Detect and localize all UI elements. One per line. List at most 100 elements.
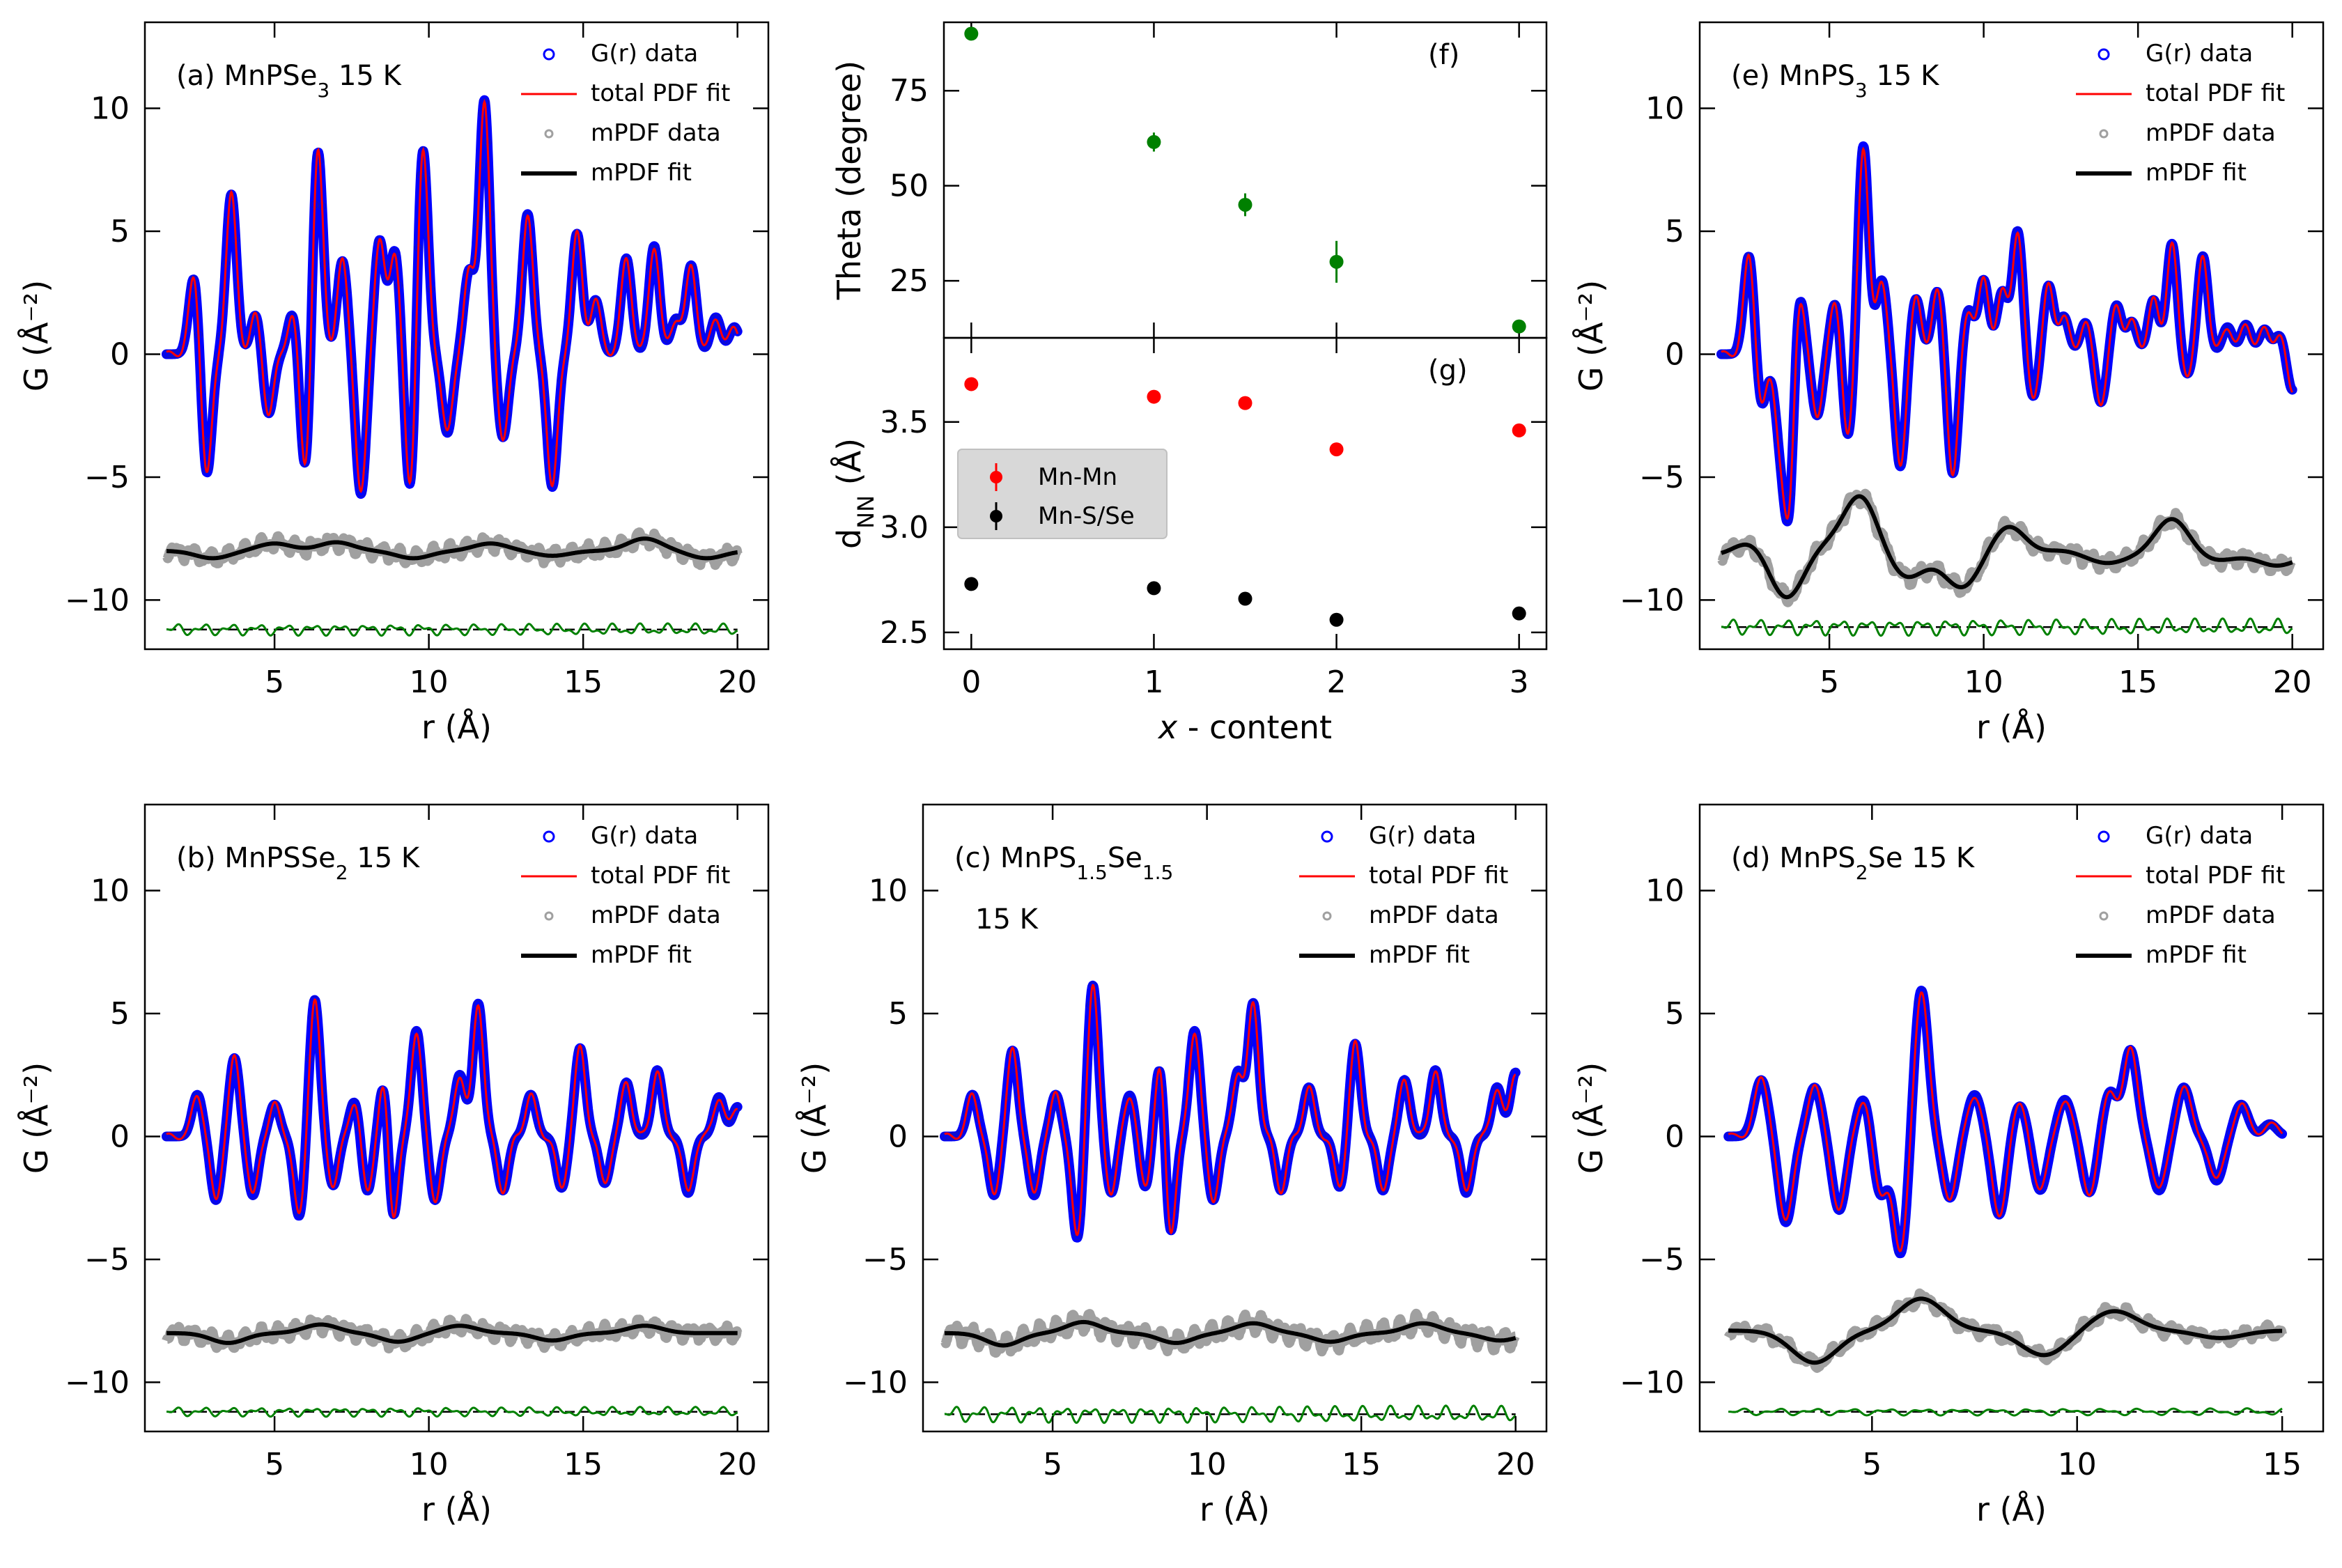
y-tick-label: −10 [65, 582, 130, 618]
legend-entry: Mn-S/Se [1038, 502, 1135, 530]
x-tick-label: 1 [1144, 665, 1163, 700]
series-total-fit-c [944, 984, 1516, 1236]
mn-mn-point [1329, 442, 1344, 457]
series-mpdf-fit-a [166, 536, 738, 561]
y-tick-label: 10 [91, 91, 130, 127]
theta-point [1329, 254, 1344, 269]
panel-label: (b) MnPSSe2 15 K [176, 842, 421, 884]
axes-frame-b [144, 803, 770, 1433]
legend-entry: Mn-Mn [1038, 463, 1117, 491]
x-tick-label: 20 [1496, 1447, 1535, 1482]
series-total-fit-b [166, 998, 738, 1219]
legend-entry: total PDF fit [2146, 79, 2285, 107]
y-tick-label: 3.0 [880, 510, 929, 545]
axes-frame-c [922, 803, 1548, 1433]
mn-s-se-point [1329, 612, 1344, 627]
y-tick-label: 0 [1665, 1119, 1684, 1154]
x-tick-label: 15 [564, 665, 603, 700]
axes-frame-d [1698, 803, 2325, 1433]
y-tick-label: 5 [1665, 214, 1684, 249]
panel-label: (c) MnPS1.5Se1.5 [954, 842, 1173, 884]
legend-b: G(r) data total PDF fit mPDF data mPDF fit [521, 822, 730, 969]
legend-entry: total PDF fit [2146, 862, 2285, 890]
series-difference-b [166, 1406, 738, 1418]
y-axis-label: G (Å⁻²) [796, 1062, 833, 1174]
x-tick-label: 20 [2273, 665, 2312, 700]
y-tick-label: −10 [1620, 1365, 1684, 1400]
series-total-fit-d [1728, 991, 2283, 1252]
x-axis-label: x - content [1157, 708, 1332, 746]
legend-dnn: Mn-Mn Mn-S/Se [957, 449, 1168, 539]
panel-e: 5 10 15 20 −10 −5 0 5 10 r (Å) G (Å⁻²) (e) MnPS3 15… [1572, 21, 2325, 746]
axes-frame-a [144, 21, 770, 651]
x-tick-label: 10 [1188, 1447, 1227, 1482]
legend-e: G(r) data total PDF fit mPDF data mPDF fit [2076, 40, 2285, 187]
x-tick-label: 10 [1964, 665, 2003, 700]
x-tick-label: 20 [718, 665, 757, 700]
y-tick-label: 0 [888, 1119, 908, 1154]
mn-s-se-point [1238, 591, 1253, 606]
y-axis-label: G (Å⁻²) [1572, 1062, 1610, 1174]
x-tick-label: 15 [2263, 1447, 2302, 1482]
x-axis-label: r (Å) [1976, 708, 2047, 746]
mn-mn-point [964, 377, 979, 391]
panel-c: 5 10 15 20 −10 −5 0 5 10 r (Å) G (Å⁻²) (c) MnPS1.5S… [796, 803, 1548, 1528]
series-mpdf-fit-b [166, 1322, 738, 1345]
y-tick-label: 3.5 [880, 405, 929, 440]
legend-entry: mPDF data [591, 901, 721, 929]
x-axis-label: r (Å) [1976, 1491, 2047, 1528]
x-tick-label: 5 [265, 1447, 284, 1482]
panel-a: 5 10 15 20 −10 −5 0 5 10 r (Å) G (Å⁻²) (a) MnPSe3 1… [17, 21, 770, 746]
y-axis-label: G (Å⁻²) [17, 280, 55, 391]
panel-b: 5 10 15 20 −10 −5 0 5 10 r (Å) G (Å⁻²) (b) MnPSSe2 … [17, 803, 770, 1528]
plot-area-e [1716, 141, 2297, 637]
y-axis-label: G (Å⁻²) [17, 1062, 55, 1174]
series-difference-a [166, 622, 738, 637]
y-tick-label: 10 [869, 874, 908, 909]
legend-entry: mPDF fit [591, 159, 692, 187]
x-tick-label: 15 [564, 1447, 603, 1482]
y-tick-label: −5 [84, 1242, 130, 1278]
y-axis-label: G (Å⁻²) [1572, 280, 1610, 391]
legend-entry: mPDF fit [1369, 941, 1470, 969]
series-mpdf-fit-d [1728, 1296, 2283, 1365]
series-mpdf-data-e [1716, 488, 2297, 607]
y-tick-label: 0 [110, 1119, 130, 1154]
mn-s-se-point [964, 577, 979, 591]
x-tick-label: 20 [718, 1447, 757, 1482]
y-tick-label: −5 [862, 1242, 908, 1278]
x-tick-label: 0 [961, 665, 981, 700]
x-tick-label: 5 [265, 665, 284, 700]
mn-s-se-point [1512, 606, 1526, 621]
series-g-data-b [162, 995, 743, 1221]
y-tick-label: 50 [890, 169, 929, 204]
y-tick-label: 5 [1665, 996, 1684, 1032]
x-tick-label: 3 [1510, 665, 1529, 700]
mn-s-se-point [1147, 581, 1161, 596]
panel-d: 5 10 15 −10 −5 0 5 10 r (Å) G (Å⁻²) (d) MnPS2Se 15… [1572, 803, 2325, 1528]
theta-point [1147, 134, 1161, 149]
x-axis-label: r (Å) [1200, 1491, 1270, 1528]
y-tick-label: −10 [843, 1365, 908, 1400]
plot-area-d [1723, 986, 2288, 1417]
legend-entry: mPDF data [2146, 119, 2276, 147]
theta-point [1238, 197, 1253, 212]
x-tick-label: 5 [1043, 1447, 1062, 1482]
y-tick-label: 75 [890, 73, 929, 109]
x-tick-label: 10 [410, 1447, 449, 1482]
mn-mn-point [1512, 423, 1526, 437]
panel-label: (f) [1428, 39, 1459, 71]
legend-entry: mPDF data [1369, 901, 1499, 929]
y-tick-label: −10 [65, 1365, 130, 1400]
legend-entry: mPDF fit [2146, 159, 2247, 187]
series-g-data-d [1723, 986, 2288, 1259]
y-tick-label: −10 [1620, 582, 1684, 618]
y-tick-label: 25 [890, 263, 929, 299]
legend-entry: total PDF fit [591, 862, 730, 890]
y-axis-label: dNN (Å) [830, 438, 879, 549]
y-tick-label: −5 [84, 460, 130, 495]
series-difference-c [944, 1404, 1517, 1425]
mn-mn-point [1238, 396, 1253, 410]
legend-entry: G(r) data [2146, 40, 2253, 68]
